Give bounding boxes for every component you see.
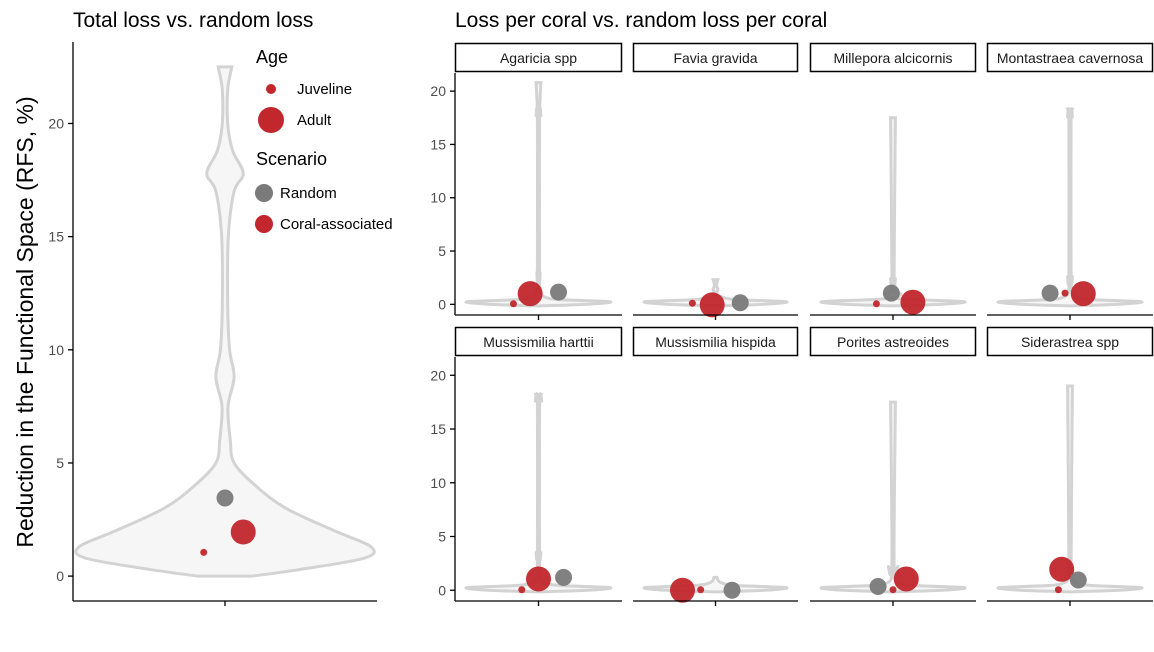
panel-strip-millepora-alcicornis <box>809 42 977 73</box>
panel-y-tick-label-15: 15 <box>430 136 446 152</box>
panel-strip-mussismilia-harttii <box>454 326 623 357</box>
panel-strip-label-favia-gravida: Favia gravida <box>673 50 757 66</box>
panel-siderastrea-spp: Siderastrea spp <box>986 326 1154 606</box>
panel-strip-label-mussismilia-harttii: Mussismilia harttii <box>483 334 593 350</box>
panel-strip-montastraea-cavernosa <box>986 42 1154 73</box>
panel-y-tick-label-20: 20 <box>430 83 446 99</box>
legend: Age Juveline Adult Scenario Random Coral… <box>255 47 393 233</box>
legend-adult-label: Adult <box>297 112 332 129</box>
panel-strip-favia-gravida <box>632 42 799 73</box>
panel-point-porites-astreoides-coral-associated-juveline <box>889 586 897 594</box>
panel-point-millepora-alcicornis-coral-associated-adult <box>900 289 926 315</box>
panel-y-tick-label-0: 0 <box>438 296 446 312</box>
faceted-violin-chart: Agaricia spp 0 5 10 15 20 Favia gravida Millepo… <box>430 42 1154 606</box>
panel-point-montastraea-cavernosa-coral-associated-juveline <box>1061 289 1069 297</box>
legend-random-label: Random <box>280 185 337 202</box>
panel-point-mussismilia-hispida-coral-associated-juveline <box>697 586 705 594</box>
panel-montastraea-cavernosa: Montastraea cavernosa <box>986 42 1154 320</box>
panel-violin-mussismilia-hispida <box>642 575 789 594</box>
left-chart-title: Total loss vs. random loss <box>73 9 313 32</box>
panel-strip-siderastrea-spp <box>986 326 1154 357</box>
panel-violin-montastraea-cavernosa <box>996 107 1144 308</box>
panel-point-favia-gravida-random-adult <box>731 294 749 312</box>
panel-strip-mussismilia-hispida <box>632 326 799 357</box>
panel-point-siderastrea-spp-coral-associated-juveline <box>1054 586 1062 594</box>
panel-y-tick-label-10: 10 <box>430 190 446 206</box>
panel-point-siderastrea-spp-random-adult <box>1069 571 1087 589</box>
panel-point-millepora-alcicornis-coral-associated-juveline <box>872 300 880 308</box>
panel-point-favia-gravida-coral-associated-adult <box>699 292 725 318</box>
panel-point-mussismilia-hispida-random-adult <box>723 581 741 599</box>
panel-point-mussismilia-hispida-coral-associated-adult <box>670 577 695 603</box>
legend-random-swatch <box>255 184 273 202</box>
panel-point-agaricia-spp-coral-associated-juveline <box>509 300 517 308</box>
left-y-tick-label-10: 10 <box>48 342 64 358</box>
panel-strip-porites-astreoides <box>809 326 977 357</box>
panel-strip-label-montastraea-cavernosa: Montastraea cavernosa <box>997 50 1144 66</box>
panel-y-tick-label-20: 20 <box>430 367 446 383</box>
panel-y-tick-label-0: 0 <box>438 582 446 598</box>
legend-juveline-swatch <box>266 84 276 94</box>
left-y-tick-label-5: 5 <box>56 455 64 471</box>
left-point-coral-associated-adult <box>230 519 256 545</box>
panel-violin-millepora-alcicornis <box>819 116 967 308</box>
panel-mussismilia-hispida: Mussismilia hispida <box>632 326 799 606</box>
y-axis-label: Reduction in the Functional Space (RFS, … <box>12 96 38 547</box>
panel-point-agaricia-spp-coral-associated-adult <box>517 281 543 307</box>
panel-strip-agaricia-spp <box>454 42 623 73</box>
panel-strip-label-millepora-alcicornis: Millepora alcicornis <box>833 50 952 66</box>
legend-scenario-title: Scenario <box>256 149 327 169</box>
legend-age-title: Age <box>256 47 288 67</box>
panel-violin-porites-astreoides <box>819 400 967 594</box>
panel-point-montastraea-cavernosa-coral-associated-adult <box>1070 281 1096 307</box>
panel-point-mussismilia-harttii-random-adult <box>555 568 573 586</box>
panel-point-porites-astreoides-random-adult <box>869 577 887 595</box>
panel-mussismilia-harttii: Mussismilia harttii 0 5 10 15 20 <box>430 326 623 606</box>
panel-strip-label-mussismilia-hispida: Mussismilia hispida <box>655 334 776 350</box>
panel-violin-mussismilia-harttii <box>464 392 613 594</box>
panel-millepora-alcicornis: Millepora alcicornis <box>809 42 977 320</box>
panel-point-siderastrea-spp-coral-associated-adult <box>1049 556 1075 582</box>
panel-y-tick-label-10: 10 <box>430 475 446 491</box>
left-y-tick-label-0: 0 <box>56 568 64 584</box>
left-violin-shape <box>74 65 376 578</box>
panel-strip-label-agaricia-spp: Agaricia spp <box>500 50 577 66</box>
panel-agaricia-spp: Agaricia spp 0 5 10 15 20 <box>430 42 623 320</box>
legend-adult-swatch <box>258 107 284 133</box>
right-chart-title: Loss per coral vs. random loss per coral <box>455 9 827 32</box>
left-y-tick-label-20: 20 <box>48 115 64 131</box>
panel-point-agaricia-spp-random-adult <box>550 283 568 301</box>
legend-coral-label: Coral-associated <box>280 216 393 233</box>
panel-point-millepora-alcicornis-random-adult <box>882 284 900 302</box>
legend-juveline-label: Juveline <box>297 81 352 98</box>
panel-violin-agaricia-spp <box>464 81 613 308</box>
panel-y-tick-label-15: 15 <box>430 421 446 437</box>
left-point-random-adult <box>216 489 234 507</box>
left-point-coral-associated-juveline <box>200 548 208 556</box>
panel-porites-astreoides: Porites astreoides <box>809 326 977 606</box>
legend-coral-swatch <box>255 215 273 233</box>
panel-favia-gravida: Favia gravida <box>632 42 799 320</box>
panel-y-tick-label-5: 5 <box>438 529 446 545</box>
left-violin-chart: 0 5 10 15 20 <box>48 42 377 606</box>
panel-point-mussismilia-harttii-coral-associated-juveline <box>518 586 526 594</box>
panel-point-montastraea-cavernosa-random-adult <box>1041 284 1059 302</box>
panel-strip-label-siderastrea-spp: Siderastrea spp <box>1021 334 1119 350</box>
panel-y-tick-label-5: 5 <box>438 243 446 259</box>
panel-point-porites-astreoides-coral-associated-adult <box>893 566 919 592</box>
panel-point-favia-gravida-coral-associated-juveline <box>688 299 696 307</box>
panel-point-mussismilia-harttii-coral-associated-adult <box>526 566 551 592</box>
panel-strip-label-porites-astreoides: Porites astreoides <box>837 334 949 350</box>
left-y-tick-label-15: 15 <box>48 229 64 245</box>
